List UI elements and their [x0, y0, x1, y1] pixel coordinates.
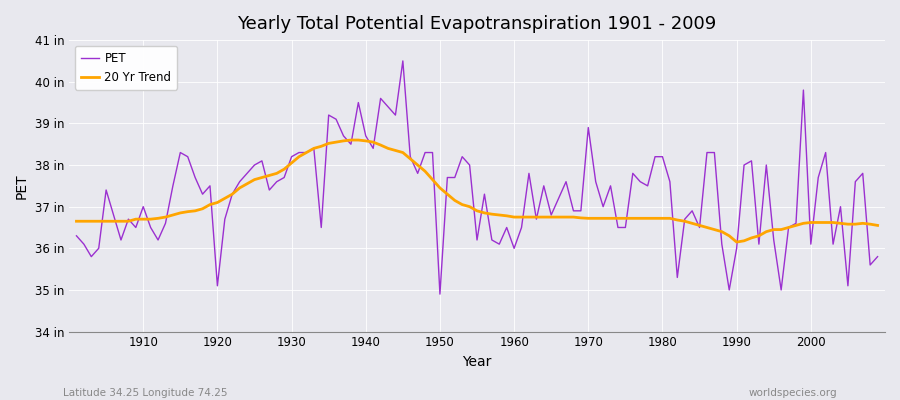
PET: [524, 171, 535, 176]
20 Yr Trend: [338, 138, 349, 143]
20 Yr Trend: [346, 138, 356, 142]
PET: [398, 58, 409, 63]
20 Yr Trend: [731, 240, 742, 244]
Line: 20 Yr Trend: 20 Yr Trend: [76, 140, 878, 242]
Line: PET: PET: [76, 61, 878, 294]
Y-axis label: PET: PET: [15, 173, 29, 199]
PET: [435, 292, 446, 296]
PET: [338, 134, 349, 138]
Text: worldspecies.org: worldspecies.org: [749, 388, 837, 398]
Title: Yearly Total Potential Evapotranspiration 1901 - 2009: Yearly Total Potential Evapotranspiratio…: [238, 15, 716, 33]
20 Yr Trend: [508, 215, 519, 220]
20 Yr Trend: [71, 219, 82, 224]
PET: [872, 254, 883, 259]
PET: [71, 234, 82, 238]
PET: [130, 225, 141, 230]
Legend: PET, 20 Yr Trend: PET, 20 Yr Trend: [75, 46, 177, 90]
PET: [613, 225, 624, 230]
PET: [293, 150, 304, 155]
20 Yr Trend: [605, 216, 616, 221]
20 Yr Trend: [293, 154, 304, 159]
Text: Latitude 34.25 Longitude 74.25: Latitude 34.25 Longitude 74.25: [63, 388, 228, 398]
20 Yr Trend: [130, 217, 141, 222]
X-axis label: Year: Year: [463, 355, 491, 369]
PET: [516, 225, 526, 230]
20 Yr Trend: [516, 215, 526, 220]
20 Yr Trend: [872, 223, 883, 228]
